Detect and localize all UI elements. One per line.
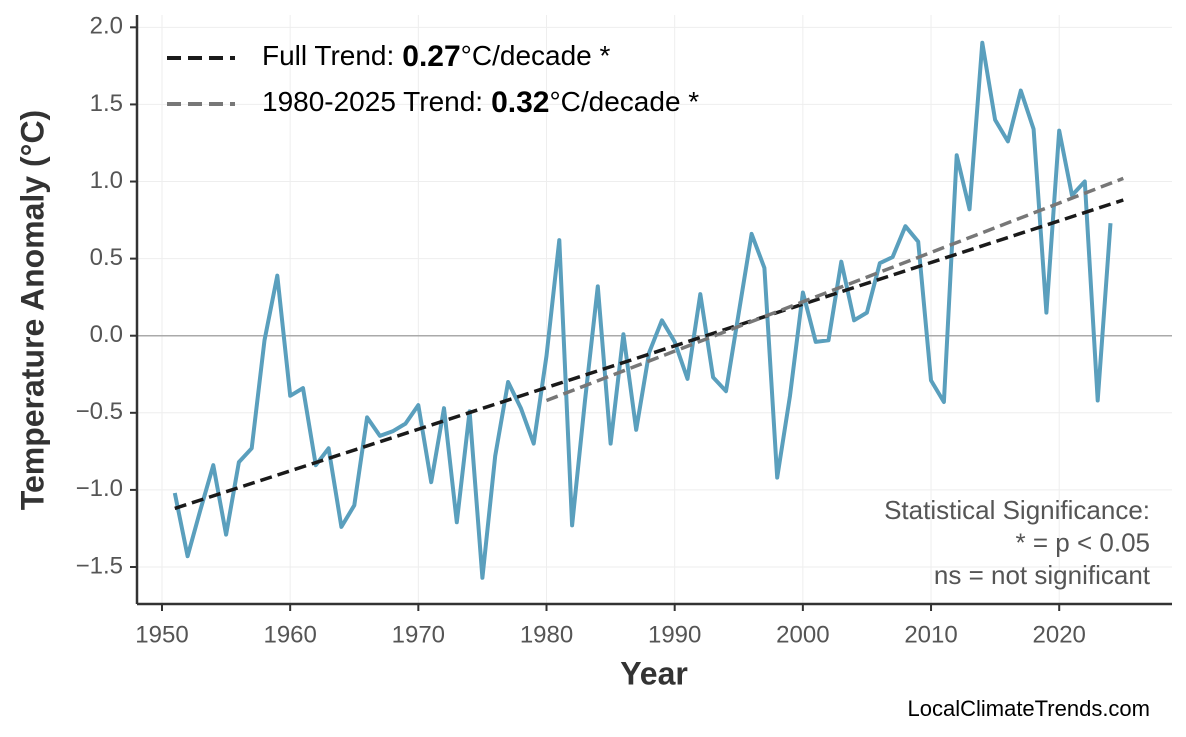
x-tick-label: 2000 <box>776 621 829 648</box>
x-tick-label: 1990 <box>648 621 701 648</box>
y-axis-label: Temperature Anomaly (°C) <box>14 110 50 510</box>
legend-name: 1980-2025 Trend: <box>262 86 483 117</box>
x-axis-label: Year <box>620 655 688 691</box>
y-tick-label: 1.5 <box>90 90 123 117</box>
x-tick-label: 1950 <box>135 621 188 648</box>
data-line <box>172 40 1113 580</box>
y-tick-label: 2.0 <box>90 13 123 40</box>
y-tick-label: −0.5 <box>76 398 123 425</box>
trend-line <box>545 176 1124 403</box>
legend-entry: 1980-2025 Trend: 0.32°C/decade * <box>262 86 699 119</box>
legend-unit: °C/decade * <box>549 86 699 117</box>
legend-name: Full Trend: <box>262 40 394 71</box>
legend-entry: Full Trend: 0.27°C/decade * <box>262 40 611 73</box>
legend-unit: °C/decade * <box>461 40 611 71</box>
annotation: Statistical Significance: <box>884 495 1150 525</box>
annotation: ns = not significant <box>934 560 1151 590</box>
y-tick-label: 1.0 <box>90 167 123 194</box>
x-tick-label: 2020 <box>1033 621 1086 648</box>
watermark: LocalClimateTrends.com <box>908 696 1151 721</box>
y-tick-label: 0.0 <box>90 321 123 348</box>
y-tick-label: −1.5 <box>76 552 123 579</box>
y-tick-label: 0.5 <box>90 244 123 271</box>
x-tick-label: 1970 <box>392 621 445 648</box>
legend-trend: 0.27 <box>402 40 460 73</box>
x-tick-label: 1980 <box>520 621 573 648</box>
annotation: * = p < 0.05 <box>1016 527 1150 557</box>
x-tick-label: 1960 <box>263 621 316 648</box>
x-tick-label: 2010 <box>904 621 957 648</box>
legend-trend: 0.32 <box>491 86 549 119</box>
y-tick-label: −1.0 <box>76 475 123 502</box>
trend-line <box>174 198 1124 511</box>
